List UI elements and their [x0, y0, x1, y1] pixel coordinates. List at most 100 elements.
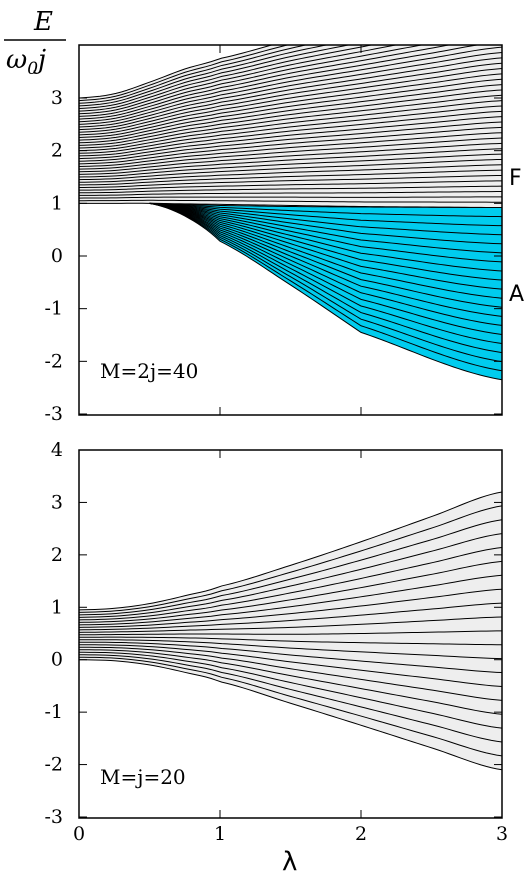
- bottom-level-line: [79, 641, 502, 674]
- top-lower-level-line: [149, 202, 502, 317]
- bottom-band-fill: [79, 491, 502, 770]
- top-upper-level-line: [79, 89, 502, 146]
- top-upper-level-line: [79, 57, 502, 131]
- top-band-lines: [79, 45, 502, 381]
- x-axis-label: λ: [282, 847, 297, 877]
- top-ticks: -3 -2 -1 0 1 2 3: [44, 45, 503, 425]
- bottom-ytick-label: -2: [44, 754, 63, 776]
- y-axis-label: E ω0j: [4, 7, 66, 79]
- top-lower-level-line: [149, 202, 502, 335]
- top-lower-level-line: [149, 202, 502, 227]
- bottom-ytick-label: 1: [51, 596, 63, 618]
- bottom-level-line: [79, 560, 502, 623]
- bottom-ytick-label: -3: [44, 806, 63, 828]
- y-label-numerator: E: [33, 7, 53, 37]
- top-upper-level-line: [79, 45, 329, 107]
- bottom-xtick-label: 3: [496, 823, 508, 845]
- top-upper-level-line: [79, 137, 502, 170]
- y-label-subscript: 0: [27, 59, 38, 79]
- top-panel-annotation: M=2j=40: [100, 359, 198, 383]
- top-upper-level-line: [79, 52, 502, 128]
- bottom-level-line: [79, 533, 502, 618]
- bottom-ytick-label: 3: [51, 491, 63, 513]
- top-lower-level-line: [149, 202, 502, 363]
- top-upper-level-line: [79, 180, 502, 191]
- top-lower-level-line: [149, 202, 502, 236]
- region-label-A: A: [509, 282, 524, 307]
- bottom-ytick-label: -1: [44, 701, 63, 723]
- top-lower-level-line: [149, 202, 502, 272]
- bottom-level-line: [79, 519, 502, 616]
- bottom-xtick-label: 1: [214, 823, 226, 845]
- top-lower-level-line: [149, 202, 502, 218]
- top-upper-level-line: [79, 126, 502, 165]
- panel-bottom: -3 -2 -1 0 1 2 3 4 0 1 2 3 M=j=20: [44, 439, 508, 845]
- top-upper-level-line: [79, 142, 502, 173]
- bottom-level-line: [79, 547, 502, 621]
- top-lower-level-line: [149, 202, 502, 308]
- bottom-level-line: [79, 602, 502, 631]
- top-upper-level-line: [79, 191, 502, 196]
- top-lower-level-line: [149, 202, 502, 254]
- bottom-level-line: [79, 616, 502, 633]
- bottom-level-line: [79, 491, 502, 611]
- y-label-omega: ω: [6, 45, 27, 75]
- top-upper-level-line: [79, 148, 502, 175]
- top-lower-level-line: [149, 202, 502, 299]
- bottom-level-line: [79, 654, 502, 743]
- top-ytick-label: 2: [51, 140, 63, 162]
- bottom-ytick-label: 4: [51, 439, 63, 461]
- bottom-level-line: [79, 636, 502, 646]
- top-upper-level-line: [79, 132, 502, 167]
- top-upper-level-line: [79, 94, 502, 149]
- top-lower-level-line: [149, 202, 502, 245]
- bottom-level-line: [79, 649, 502, 715]
- bottom-level-line: [79, 505, 502, 613]
- top-ytick-label: -1: [44, 298, 63, 320]
- top-upper-level-line: [79, 116, 502, 160]
- top-lower-level-line: [149, 202, 502, 281]
- top-upper-level-line: [79, 199, 502, 203]
- top-ytick-label: 3: [51, 87, 63, 109]
- top-upper-level-line: [79, 73, 502, 138]
- bottom-panel-annotation: M=j=20: [100, 765, 186, 789]
- top-ytick-label: 0: [51, 245, 63, 267]
- top-upper-level-line: [79, 45, 452, 120]
- top-lower-level-line: [149, 202, 502, 381]
- top-upper-level-line: [79, 45, 351, 110]
- top-upper-level-line: [79, 196, 502, 199]
- bottom-band-lines: [79, 491, 502, 771]
- bottom-panel-frame: [78, 449, 503, 819]
- top-upper-level-line: [79, 45, 399, 115]
- bottom-level-line: [79, 588, 502, 628]
- svg-text:ω0j: ω0j: [6, 45, 46, 79]
- bottom-level-line: [79, 639, 502, 660]
- bottom-ytick-label: 0: [51, 649, 63, 671]
- top-upper-level-line: [79, 45, 308, 104]
- region-label-F: F: [509, 166, 522, 191]
- top-upper-level-line: [79, 45, 290, 102]
- top-ytick-label: 1: [51, 192, 63, 214]
- top-upper-level-line: [79, 164, 502, 183]
- top-upper-level-line: [79, 169, 502, 186]
- bottom-xtick-label: 2: [355, 823, 367, 845]
- top-upper-level-line: [79, 46, 502, 125]
- bottom-band-fills: [79, 491, 502, 770]
- top-lower-level-line: [149, 202, 502, 290]
- bottom-level-line: [79, 656, 502, 757]
- top-upper-level-line: [79, 202, 502, 209]
- top-lower-level-line: [149, 202, 502, 345]
- bottom-level-line: [79, 644, 502, 687]
- top-upper-level-line: [79, 68, 502, 136]
- top-panel-frame: [78, 44, 503, 416]
- top-upper-level-line: [79, 174, 502, 189]
- bottom-level-line: [79, 630, 502, 636]
- top-upper-level-line: [79, 45, 274, 99]
- bottom-level-line: [79, 574, 502, 626]
- top-upper-level-line: [79, 110, 502, 157]
- panel-top: -3 -2 -1 0 1 2 3 M=2j=40 F A: [44, 44, 524, 425]
- top-upper-level-line: [79, 45, 375, 112]
- top-ytick-label: -2: [44, 350, 63, 372]
- top-upper-level-line: [79, 45, 481, 123]
